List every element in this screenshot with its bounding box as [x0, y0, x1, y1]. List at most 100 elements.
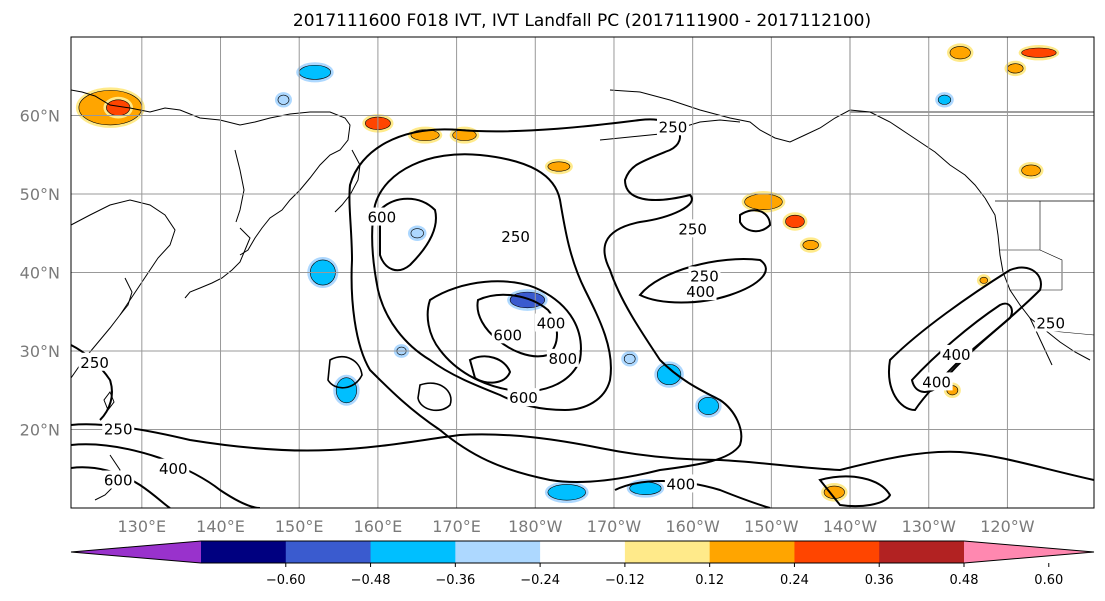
contour-label: 400: [922, 373, 951, 391]
pc-shading-blob: [1021, 164, 1041, 177]
ivt-contour-800-inner: [468, 355, 512, 384]
japan-coast: [184, 227, 251, 299]
alaska-coastline: [609, 89, 986, 199]
pc-shading-blob: [1021, 47, 1057, 58]
pc-shading-blob: [744, 193, 783, 210]
contour-label-bg: [102, 419, 135, 438]
colorbar-tick-label: −0.24: [520, 573, 560, 588]
ivt-contour-250-sw-edge: [71, 344, 113, 421]
pc-shading-blob: [547, 484, 586, 501]
ivt-contour-250-ne: [638, 258, 767, 304]
pc-shading-blob: [802, 240, 819, 251]
ivt-contour-se-loop: [818, 475, 892, 508]
contour-label-bg: [499, 227, 532, 246]
y-tick-label: 40°N: [20, 264, 60, 283]
baja-coast: [1029, 317, 1053, 366]
asia-coastline: [71, 89, 351, 256]
y-tick-label: 60°N: [20, 107, 60, 126]
contour-label: 400: [942, 346, 971, 364]
contour-label-bg: [546, 348, 579, 367]
contour-label: 600: [104, 472, 133, 490]
contour-label: 600: [493, 326, 522, 344]
colorbar-tick-label: 0.48: [950, 573, 979, 588]
contour-label: 250: [678, 220, 707, 238]
pc-shading-blob: [623, 353, 636, 364]
colorbar-extend-max: [964, 541, 1094, 563]
pc-shading-blob: [979, 276, 989, 284]
contour-label-bg: [157, 458, 190, 477]
x-tick-label: 160°W: [665, 517, 720, 536]
state-borders: [1000, 201, 1063, 291]
contour-label: 400: [159, 460, 188, 478]
colorbar-tick-label: 0.36: [865, 573, 894, 588]
ivt-contour-400-main: [371, 153, 612, 412]
contour-label: 400: [686, 283, 715, 301]
contour-label-bg: [940, 344, 973, 363]
map-frame: [70, 36, 1095, 509]
y-tick-label: 20°N: [20, 421, 60, 440]
pc-shading-blob: [547, 161, 571, 172]
ivt-contour-250-ca: [888, 266, 1042, 412]
contour-label-bg: [535, 313, 568, 332]
pc-shading-blob: [277, 94, 290, 105]
colorbar-tick-label: −0.36: [435, 573, 475, 588]
colorbar-segment: [794, 541, 880, 563]
x-tick-label: 180°W: [508, 517, 563, 536]
colorbar-segment: [370, 541, 456, 563]
colorbar-tick-label: −0.48: [351, 573, 391, 588]
contour-label: 600: [509, 389, 538, 407]
contour-label: 250: [690, 267, 719, 285]
china-coast: [71, 199, 176, 379]
chart-title: 2017111600 F018 IVT, IVT Landfall PC (20…: [293, 11, 871, 31]
pc-shading-blob: [656, 364, 682, 386]
na-west-coast: [984, 197, 1091, 361]
pc-shading-blob: [697, 397, 719, 415]
korea-coast: [119, 277, 133, 316]
contour-label-bg: [676, 219, 709, 238]
contour-label: 400: [537, 315, 566, 333]
pc-shading-blob: [949, 46, 971, 60]
contour-label-bg: [1034, 313, 1067, 332]
x-tick-label: 170°E: [432, 517, 481, 536]
colorbar-segment: [540, 541, 626, 563]
colorbar-segment: [709, 541, 795, 563]
colorbar-tick-label: 0.12: [695, 573, 724, 588]
y-tick-label: 50°N: [20, 185, 60, 204]
contour-label-bg: [507, 388, 540, 407]
colorbar-segment: [285, 541, 372, 563]
ivt-contour-600-core: [426, 280, 582, 393]
x-tick-label: 160°E: [354, 517, 403, 536]
pc-shading-blob: [509, 291, 546, 309]
sakhalin-coast: [234, 149, 245, 223]
x-tick-label: 120°W: [980, 517, 1035, 536]
pc-shading-blob: [785, 214, 805, 229]
colorbar: −0.60 −0.48 −0.36 −0.24 −0.12 0.12 0.24 0.36 0.4…: [70, 540, 1095, 588]
colorbar-tick-label: 0.60: [1034, 573, 1063, 588]
contour-label: 250: [80, 354, 109, 372]
x-tick-label: 130°E: [117, 517, 166, 536]
pc-shading-blob: [298, 64, 331, 80]
contour-label-bg: [920, 372, 953, 391]
ivt-contour-600-sw: [71, 466, 171, 508]
x-tick-label: 150°W: [744, 517, 799, 536]
contour-label: 400: [667, 475, 696, 493]
colorbar-segment: [201, 541, 287, 563]
colorbar-outline: [70, 540, 1095, 564]
colorbar-tick-label: 0.24: [780, 573, 809, 588]
contour-label-bg: [664, 474, 697, 493]
colorbar-segment: [879, 541, 965, 563]
ivt-contour-400-se: [614, 480, 771, 508]
contour-label: 250: [501, 228, 530, 246]
x-tick-label: 140°E: [196, 517, 245, 536]
pc-shading-blob: [937, 94, 952, 105]
contour-label-bg: [688, 266, 721, 285]
x-tick-label: 140°W: [823, 517, 878, 536]
pc-shading-blob: [1007, 63, 1024, 74]
contour-label: 250: [659, 118, 688, 136]
ivt-contour-250-south: [71, 423, 1094, 481]
colorbar-tick-label: −0.12: [605, 573, 645, 588]
contour-label-bg: [365, 207, 398, 226]
contour-label-bg: [656, 117, 689, 136]
